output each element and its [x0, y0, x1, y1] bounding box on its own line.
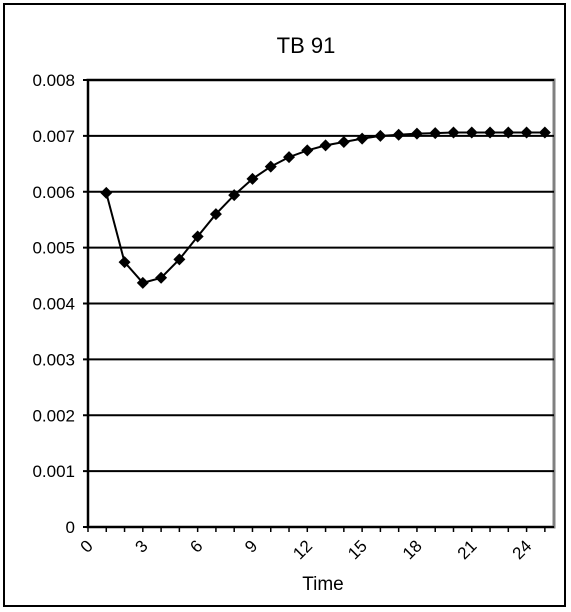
x-tick-label: 15 — [344, 536, 371, 563]
data-point-marker — [520, 126, 533, 139]
data-point-marker — [538, 126, 551, 139]
data-point-marker — [118, 256, 131, 269]
data-point-marker — [356, 132, 369, 145]
data-point-marker — [447, 126, 460, 139]
x-tick-label: 12 — [289, 536, 316, 563]
x-tick-label: 9 — [241, 536, 261, 556]
data-point-marker — [410, 127, 423, 140]
series-line — [105, 131, 545, 284]
data-series — [100, 126, 551, 289]
x-tick-label: 0 — [77, 536, 97, 556]
y-tick-label: 0.001 — [32, 462, 75, 481]
y-tick-label: 0.006 — [32, 183, 75, 202]
chart-frame — [3, 3, 566, 607]
data-point-marker — [209, 208, 222, 221]
y-tick-label: 0.003 — [32, 350, 75, 369]
data-point-marker — [191, 230, 204, 243]
data-point-marker — [246, 172, 259, 185]
data-point-marker — [264, 160, 277, 173]
data-point-marker — [319, 139, 332, 152]
x-tick-label: 18 — [399, 536, 426, 563]
grid-lines — [83, 78, 556, 532]
x-axis-tick-labels: 0 3 6 9 12 15 18 21 24 — [77, 536, 536, 563]
data-point-marker — [283, 151, 296, 164]
data-point-marker — [301, 144, 314, 157]
chart-title: TB 91 — [277, 33, 336, 58]
y-tick-label: 0.008 — [32, 71, 75, 90]
data-point-marker — [155, 271, 168, 284]
x-tick-label: 24 — [509, 536, 536, 563]
x-tick-label: 3 — [132, 536, 152, 556]
data-point-marker — [392, 128, 405, 141]
data-point-marker — [374, 129, 387, 142]
y-tick-label: 0.005 — [32, 239, 75, 258]
data-point-marker — [337, 136, 350, 149]
y-tick-label: 0 — [66, 518, 75, 537]
x-axis-label: Time — [302, 574, 344, 595]
y-axis-tick-labels: 0 0.001 0.002 0.003 0.004 0.005 0.006 0.007 0.00… — [32, 71, 75, 537]
data-point-marker — [228, 189, 241, 202]
data-point-marker — [465, 126, 478, 139]
data-point-marker — [136, 276, 149, 289]
data-point-marker — [100, 186, 113, 199]
x-tick-label: 6 — [186, 536, 206, 556]
data-point-marker — [502, 126, 515, 139]
x-tick-label: 21 — [454, 536, 481, 563]
y-tick-label: 0.007 — [32, 127, 75, 146]
data-point-marker — [484, 126, 497, 139]
data-point-marker — [173, 253, 186, 266]
data-point-marker — [429, 127, 442, 140]
y-tick-label: 0.004 — [32, 295, 75, 314]
y-tick-label: 0.002 — [32, 406, 75, 425]
